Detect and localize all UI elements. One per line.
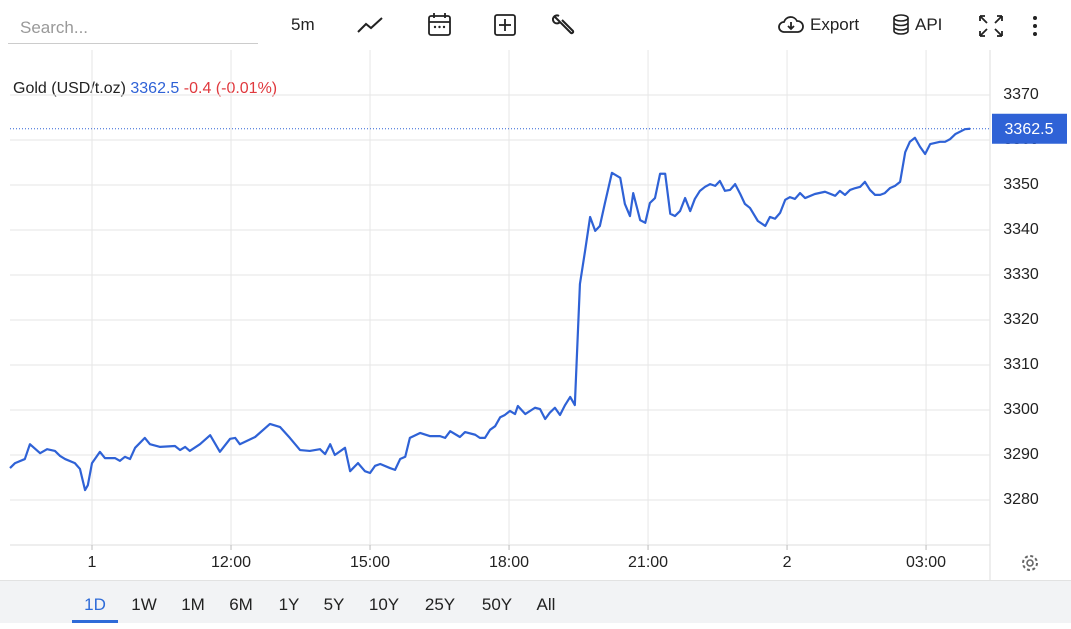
y-tick-label: 3290: [1003, 446, 1039, 463]
x-tick-label: 12:00: [211, 554, 251, 571]
x-tick-label: 21:00: [628, 554, 668, 571]
y-tick-label: 3310: [1003, 356, 1039, 373]
settings-wrench-icon[interactable]: [551, 13, 576, 38]
last-price-label: 3362.5: [1005, 121, 1054, 138]
chart: Gold (USD/t.oz) 3362.5 -0.4 (-0.01%) 328…: [9, 50, 1067, 580]
more-menu-icon[interactable]: [1030, 14, 1040, 38]
last-price-box: [992, 113, 1067, 144]
range-button[interactable]: 1M: [181, 595, 205, 614]
x-tick-label: 15:00: [350, 554, 390, 571]
add-indicator-icon[interactable]: [493, 13, 518, 38]
y-tick-label: 3280: [1003, 491, 1039, 508]
x-tick-label: 18:00: [489, 554, 529, 571]
range-button[interactable]: 25Y: [424, 595, 456, 614]
legend-price: 3362.5: [130, 80, 179, 97]
interval-button[interactable]: 5m: [291, 15, 315, 34]
x-tick-label: 03:00: [906, 554, 946, 571]
search-box[interactable]: Search...: [8, 10, 258, 44]
x-tick-label: 2: [783, 554, 792, 571]
search-placeholder: Search...: [20, 18, 89, 37]
range-button[interactable]: 1Y: [278, 595, 300, 614]
y-tick-label: 3340: [1003, 221, 1039, 238]
range-button[interactable]: 1W: [131, 595, 157, 614]
legend-name: Gold (USD/t.oz): [13, 80, 126, 97]
x-tick-label: 1: [88, 554, 97, 571]
y-tick-label: 3350: [1003, 176, 1039, 193]
range-button[interactable]: All: [536, 595, 556, 614]
price-line: [9, 127, 971, 492]
range-button[interactable]: 5Y: [323, 595, 345, 614]
range-bar: 1D 1W 1M 6M 1Y 5Y 10Y 25Y 50Y All: [0, 580, 1071, 623]
export-icon[interactable]: [777, 14, 805, 36]
api-icon[interactable]: [892, 13, 912, 37]
fullscreen-icon[interactable]: [978, 14, 1004, 38]
export-button[interactable]: Export: [810, 15, 860, 34]
line-type-icon[interactable]: [356, 14, 384, 36]
range-button[interactable]: 6M: [229, 595, 253, 614]
toolbar: Search... 5m Export API: [0, 0, 1071, 50]
y-tick-label: 3320: [1003, 311, 1039, 328]
range-button[interactable]: 10Y: [368, 595, 400, 614]
api-button[interactable]: API: [915, 15, 943, 34]
range-button[interactable]: 50Y: [481, 595, 513, 614]
chart-settings-icon[interactable]: [1022, 555, 1038, 571]
y-tick-label: 3330: [1003, 266, 1039, 283]
y-tick-label: 3370: [1003, 86, 1039, 103]
calendar-icon[interactable]: [427, 12, 453, 38]
legend: Gold (USD/t.oz) 3362.5 -0.4 (-0.01%): [13, 80, 277, 97]
y-tick-label: 3300: [1003, 401, 1039, 418]
range-button[interactable]: 1D: [72, 581, 118, 623]
legend-change: -0.4 (-0.01%): [184, 80, 277, 97]
